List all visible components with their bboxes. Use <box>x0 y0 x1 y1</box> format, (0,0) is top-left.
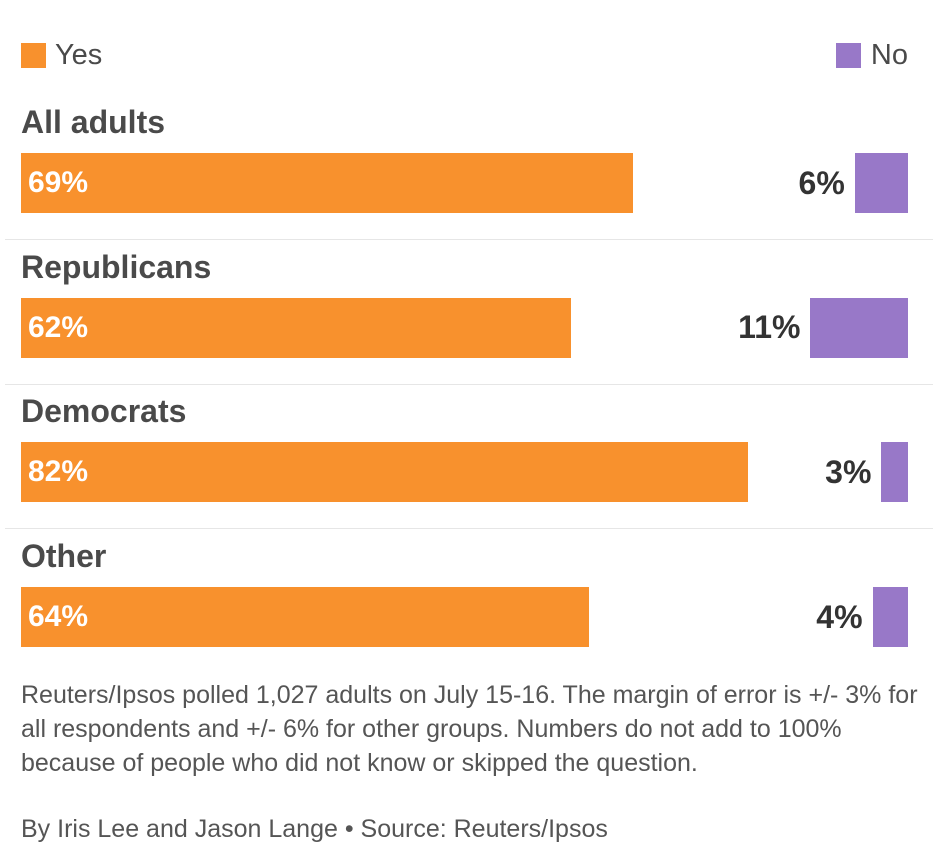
bar-no-other <box>872 587 908 648</box>
group-label-democrats: Democrats <box>21 393 187 430</box>
bar-no-label-all-adults: 6% <box>798 164 845 201</box>
legend-no-label: No <box>870 38 908 71</box>
bar-no-all-adults <box>854 153 908 213</box>
bar-yes-republicans <box>21 297 571 358</box>
group-divider <box>5 383 933 385</box>
legend-no: No <box>835 38 908 72</box>
bar-no-republicans <box>810 297 908 358</box>
group-label-all-adults: All adults <box>21 104 166 140</box>
bar-no-democrats <box>881 442 908 503</box>
bar-yes-label-republicans: 62% <box>28 310 89 344</box>
footnote: Reuters/Ipsos polled 1,027 adults on Jul… <box>21 681 918 777</box>
bar-yes-label-democrats: 82% <box>28 455 89 489</box>
credit-line: By Iris Lee and Jason Lange • Source: Re… <box>21 815 608 843</box>
bar-no-label-republicans: 11% <box>738 309 801 346</box>
group-divider <box>5 528 933 530</box>
bar-no-label-democrats: 3% <box>825 453 872 490</box>
legend-yes: Yes <box>21 38 102 72</box>
bar-no-label-other: 4% <box>816 598 863 635</box>
bar-yes-other <box>21 587 589 648</box>
group-label-republicans: Republicans <box>21 248 212 285</box>
bar-yes-label-all-adults: 69% <box>28 166 89 199</box>
legend-no-swatch <box>835 42 861 68</box>
group-label-other: Other <box>21 538 107 575</box>
group-divider <box>5 239 933 240</box>
bar-yes-label-other: 64% <box>28 600 89 634</box>
legend-yes-swatch <box>21 42 46 68</box>
bar-yes-democrats <box>21 442 749 503</box>
bar-yes-all-adults <box>21 153 634 213</box>
legend-yes-label: Yes <box>55 38 103 71</box>
